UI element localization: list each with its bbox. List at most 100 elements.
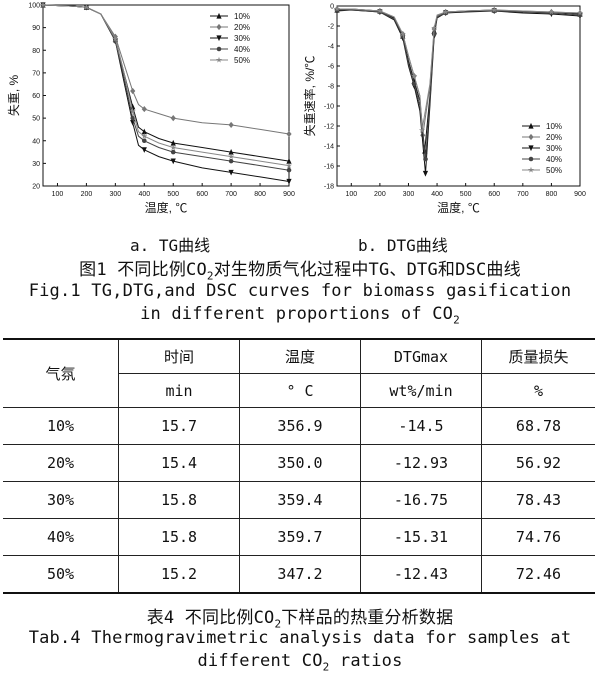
data-point (286, 158, 292, 164)
data-point (411, 81, 417, 87)
cell-loss: 56.92 (481, 444, 595, 482)
x-tick-label: 900 (574, 191, 586, 198)
legend-entry: 30% (210, 34, 250, 43)
subcaption-a: a. TG曲线 (130, 236, 211, 255)
header-time: 时间 (118, 338, 240, 374)
data-point (141, 147, 147, 153)
data-point (418, 127, 426, 133)
data-point (141, 128, 147, 135)
x-tick-label: 100 (345, 191, 357, 198)
data-point (399, 30, 406, 37)
data-point (141, 105, 147, 113)
legend-entry: 10% (522, 122, 562, 131)
table-row: 40% 15.8 359.7 -15.31 74.76 (3, 518, 595, 556)
cell-dtg: -14.5 (360, 407, 482, 445)
legend-entry: 50% (522, 166, 562, 175)
figure-caption-en-2: in different proportions of CO2 (140, 304, 460, 327)
y-tick-label: -8 (328, 84, 334, 91)
legend-marker (216, 35, 222, 42)
y-tick-label: 30 (32, 161, 40, 168)
tg-chart: 100 200 300 400 500 600 700 800 900 20 30 40 50 60 70 8… (0, 0, 300, 234)
cell-temp: 356.9 (239, 407, 361, 445)
data-point (228, 153, 235, 160)
data-point (431, 24, 438, 31)
series-line (337, 8, 581, 131)
legend-entry: 50% (210, 56, 250, 65)
legend-label: 40% (546, 155, 562, 164)
legend-marker (528, 145, 534, 152)
y-tick-label: 100 (28, 3, 40, 10)
cell-time: 15.4 (118, 444, 240, 482)
thermogravimetric-table: 气氛 时间 温度 DTGmax 质量损失 min ° C wt%/min % 1… (3, 338, 595, 594)
data-point (170, 144, 177, 151)
data-point (423, 156, 428, 162)
y-axis-label: 失重速率, %/℃ (302, 56, 317, 137)
x-tick-label: 200 (374, 191, 386, 198)
x-tick-label: 500 (167, 191, 179, 198)
y-tick-label: -18 (324, 184, 334, 191)
dtg-chart: 100 200 300 400 500 600 700 800 900 0 -2 -4 -6 -8 -10 -… (300, 0, 600, 234)
y-tick-label: -2 (328, 24, 334, 31)
x-tick-label: 600 (488, 191, 500, 198)
series-line (42, 4, 290, 135)
series-30% (40, 2, 292, 185)
table-caption-cn: 表4 不同比例CO2下样品的热重分析数据 (146, 608, 454, 631)
data-point (228, 148, 234, 155)
legend-label: 40% (234, 45, 250, 54)
data-point (285, 162, 293, 169)
figure-caption-cn: 图1 不同比例CO2对生物质气化过程中TG、DTG和DSC曲线 (79, 260, 521, 283)
legend-label: 50% (546, 166, 562, 175)
legend-entry: 20% (210, 23, 250, 32)
data-point (286, 167, 292, 173)
data-point (376, 7, 383, 14)
cell-loss: 78.43 (481, 481, 595, 519)
series-line (42, 4, 290, 162)
series-line (42, 4, 290, 167)
y-axis-label: 失重, % (6, 75, 21, 117)
legend-entry: 40% (210, 45, 250, 54)
y-tick-label: 70 (32, 70, 40, 77)
data-point (228, 169, 234, 176)
data-point (129, 108, 136, 114)
data-point (286, 178, 292, 185)
x-tick-label: 800 (546, 191, 558, 198)
x-axis-label: 温度, ℃ (145, 200, 188, 215)
legend-label: 20% (546, 133, 562, 142)
cell-loss: 68.78 (481, 407, 595, 445)
series-20% (40, 1, 292, 138)
chart-svg: 100 200 300 400 500 600 700 800 900 0 -2 -4 -6 -8 -10 -… (302, 4, 586, 216)
x-tick-label: 400 (431, 191, 443, 198)
data-point (442, 8, 449, 15)
legend-marker (527, 166, 535, 173)
data-point (141, 133, 148, 139)
table-row: 10% 15.7 356.9 -14.5 68.78 (3, 407, 595, 445)
figure-caption-en-1: Fig.1 TG,DTG,and DSC curves for biomass … (28, 281, 572, 301)
data-point (228, 121, 234, 129)
legend-marker (216, 12, 222, 19)
x-tick-label: 100 (52, 191, 64, 198)
header-atmosphere: 气氛 (3, 338, 119, 408)
series-line (336, 9, 581, 174)
legend-marker (528, 122, 534, 129)
y-tick-label: 60 (32, 93, 40, 100)
cell-atmosphere: 10% (3, 407, 119, 445)
cell-temp: 359.4 (239, 481, 361, 519)
cell-temp: 350.0 (239, 444, 361, 482)
legend-marker (216, 23, 222, 31)
cell-time: 15.2 (118, 555, 240, 594)
legend-entry: 10% (210, 12, 250, 21)
subcaption-b: b. DTG曲线 (358, 236, 448, 255)
cell-loss: 74.76 (481, 518, 595, 556)
header-loss-unit: % (481, 373, 595, 408)
x-tick-label: 600 (196, 191, 208, 198)
y-tick-label: -6 (328, 64, 334, 71)
series-20% (334, 5, 583, 139)
data-point (333, 5, 341, 12)
cell-atmosphere: 30% (3, 481, 119, 519)
y-tick-label: 20 (32, 184, 40, 191)
series-line (337, 9, 581, 160)
header-time-unit: min (118, 373, 240, 408)
series-10% (40, 1, 292, 164)
series-50% (333, 5, 584, 133)
legend-label: 20% (234, 23, 250, 32)
